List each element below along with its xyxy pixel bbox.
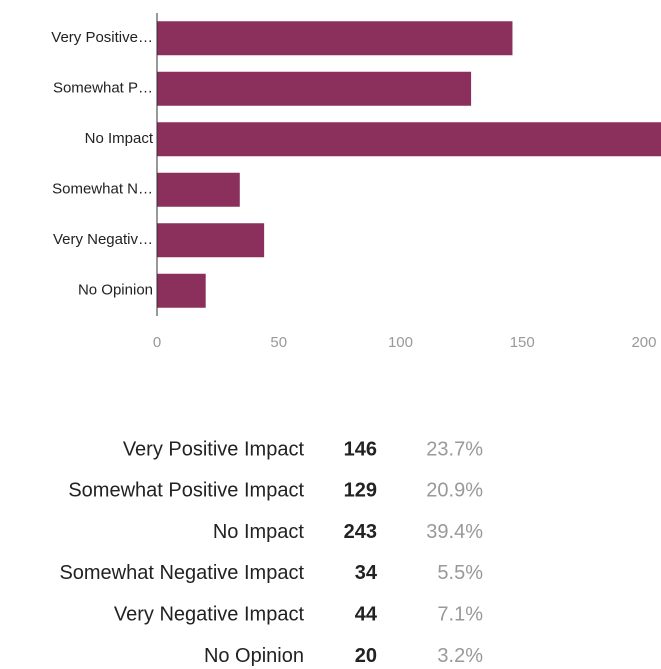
row-percent: 23.7% [426, 438, 483, 460]
row-label: Somewhat Positive Impact [68, 480, 304, 502]
bar [157, 21, 513, 56]
y-tick-label: Very Negativ… [53, 231, 153, 248]
row-percent: 7.1% [437, 603, 483, 625]
row-count: 243 [344, 521, 377, 543]
bar [157, 273, 206, 308]
row-percent: 5.5% [437, 562, 483, 584]
x-tick-label: 200 [631, 334, 656, 351]
x-tick-label: 0 [153, 334, 161, 351]
row-count: 20 [355, 645, 377, 667]
row-label: Very Positive Impact [123, 438, 305, 460]
x-tick-label: 50 [270, 334, 287, 351]
row-percent: 3.2% [437, 645, 483, 667]
x-tick-label: 100 [388, 334, 413, 351]
y-tick-label: No Impact [85, 130, 154, 147]
y-tick-label: No Opinion [78, 282, 153, 299]
row-label: Very Negative Impact [114, 603, 305, 625]
row-count: 146 [344, 438, 377, 460]
x-tick-label: 150 [510, 334, 535, 351]
y-tick-label: Very Positive… [51, 29, 153, 46]
bar [157, 122, 661, 157]
row-label: Somewhat Negative Impact [59, 562, 304, 584]
row-percent: 39.4% [426, 521, 483, 543]
bar [157, 71, 472, 106]
y-tick-label: Somewhat N… [52, 181, 153, 198]
row-percent: 20.9% [426, 480, 483, 502]
row-label: No Opinion [204, 645, 304, 667]
y-tick-label: Somewhat P… [53, 80, 153, 97]
row-count: 129 [344, 480, 377, 502]
bar [157, 172, 240, 207]
bar [157, 223, 265, 258]
row-count: 44 [355, 603, 378, 625]
row-label: No Impact [213, 521, 305, 543]
row-count: 34 [355, 562, 378, 584]
